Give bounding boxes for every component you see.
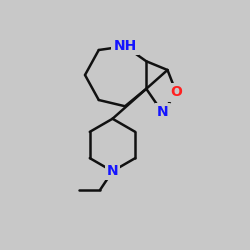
Text: O: O <box>170 86 182 100</box>
Text: N: N <box>107 164 118 178</box>
Text: N: N <box>157 106 168 120</box>
Text: NH: NH <box>114 39 136 53</box>
